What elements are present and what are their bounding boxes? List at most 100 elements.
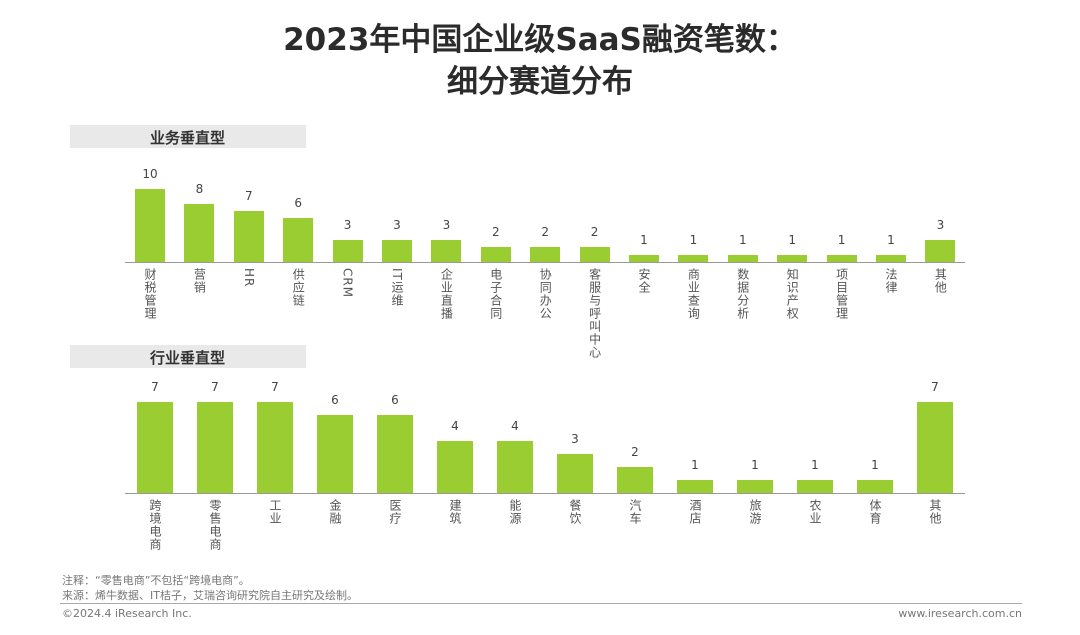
category-label: 客服与呼叫中心 <box>587 268 602 359</box>
footnote: 注释：“零售电商”不包括“跨境电商”。 <box>62 574 250 587</box>
bar <box>437 441 473 493</box>
bar <box>382 240 412 262</box>
bar <box>431 240 462 262</box>
category-label: 知识产权 <box>785 268 800 320</box>
bar <box>737 480 773 493</box>
bar <box>497 441 533 493</box>
bar <box>917 402 953 493</box>
bar <box>629 254 659 262</box>
data-label: 3 <box>343 218 352 233</box>
data-label: 7 <box>931 380 939 394</box>
data-label: 3 <box>936 218 945 233</box>
x-axis-industry <box>125 493 965 494</box>
bar <box>727 254 758 262</box>
bar <box>925 240 956 262</box>
title-line-2: 细分赛道分布 <box>447 64 633 100</box>
data-label: 3 <box>393 218 401 233</box>
bar <box>876 254 906 262</box>
footer-divider <box>60 603 1022 604</box>
bar <box>137 402 173 493</box>
bar <box>579 247 610 262</box>
bar <box>233 210 264 262</box>
data-label: 1 <box>871 458 879 472</box>
copyright: ©2024.4 iResearch Inc. <box>62 607 192 620</box>
data-label: 7 <box>151 380 159 394</box>
category-label: 工业 <box>268 499 282 525</box>
data-label: 1 <box>689 232 698 247</box>
bar <box>184 203 215 262</box>
data-label: 1 <box>811 458 819 472</box>
category-label: 法律 <box>884 268 898 294</box>
website: www.iresearch.com.cn <box>898 607 1022 620</box>
category-label: HR <box>241 268 256 288</box>
data-label: 1 <box>691 458 699 472</box>
bar <box>317 415 353 493</box>
category-label: 数据分析 <box>735 268 750 320</box>
section-header-business: 业务垂直型 <box>70 125 306 148</box>
data-label: 1 <box>738 232 747 247</box>
category-label: 供应链 <box>291 268 306 307</box>
category-label: 医疗 <box>388 499 402 525</box>
bar <box>332 240 363 262</box>
category-label: 建筑 <box>448 499 462 525</box>
data-label: 4 <box>451 419 459 433</box>
data-label: 8 <box>195 181 204 196</box>
category-label: 安全 <box>637 268 651 294</box>
x-axis-business <box>125 262 965 263</box>
category-label: 商业查询 <box>686 268 701 320</box>
bar <box>135 189 165 262</box>
bar <box>530 247 561 262</box>
category-label: CRM <box>340 268 355 299</box>
category-label: 其他 <box>933 268 948 294</box>
section-title: 行业垂直型 <box>150 349 226 367</box>
data-label: 10 <box>142 167 158 181</box>
category-label: 酒店 <box>688 499 702 525</box>
data-label: 2 <box>541 225 549 240</box>
section-title: 业务垂直型 <box>150 129 226 147</box>
bar <box>677 480 713 493</box>
category-label: 金融 <box>328 499 342 525</box>
data-label: 2 <box>631 445 639 459</box>
category-label: IT运维 <box>390 268 404 307</box>
data-label: 7 <box>211 380 219 394</box>
bar <box>857 480 893 493</box>
data-label: 6 <box>331 393 339 407</box>
data-label: 1 <box>887 232 895 247</box>
data-label: 3 <box>571 432 579 446</box>
category-label: 旅游 <box>748 499 762 525</box>
data-label: 1 <box>640 232 648 247</box>
data-label: 6 <box>391 393 399 407</box>
data-label: 7 <box>244 188 253 203</box>
bar <box>283 218 314 262</box>
category-label: 能源 <box>508 499 522 525</box>
bar <box>557 454 593 493</box>
category-label: 营销 <box>192 268 207 294</box>
category-label: 餐饮 <box>568 499 582 525</box>
category-label: 协同办公 <box>538 268 553 320</box>
title-line-1: 2023年中国企业级SaaS融资笔数： <box>283 22 797 58</box>
source-note: 来源：烯牛数据、IT桔子，艾瑞咨询研究院自主研究及绘制。 <box>62 589 358 602</box>
data-label: 1 <box>837 232 846 247</box>
category-label: 汽车 <box>628 499 642 525</box>
category-label: 电子合同 <box>488 268 503 320</box>
category-label: 农业 <box>808 499 822 525</box>
data-label: 7 <box>271 380 279 394</box>
category-label: 零售电商 <box>208 499 222 551</box>
bar <box>480 247 511 262</box>
category-label: 跨境电商 <box>148 499 162 551</box>
bar <box>678 254 709 262</box>
data-label: 6 <box>294 196 302 211</box>
category-label: 财税管理 <box>143 268 157 320</box>
data-label: 2 <box>491 225 500 240</box>
bar <box>377 415 413 493</box>
data-label: 1 <box>751 458 759 472</box>
bar <box>257 402 293 493</box>
category-label: 其他 <box>928 499 942 525</box>
bar <box>617 467 653 493</box>
data-label: 3 <box>442 218 451 233</box>
bar <box>197 402 233 493</box>
section-header-industry: 行业垂直型 <box>70 345 306 368</box>
data-label: 2 <box>590 225 599 240</box>
bar <box>777 254 808 262</box>
